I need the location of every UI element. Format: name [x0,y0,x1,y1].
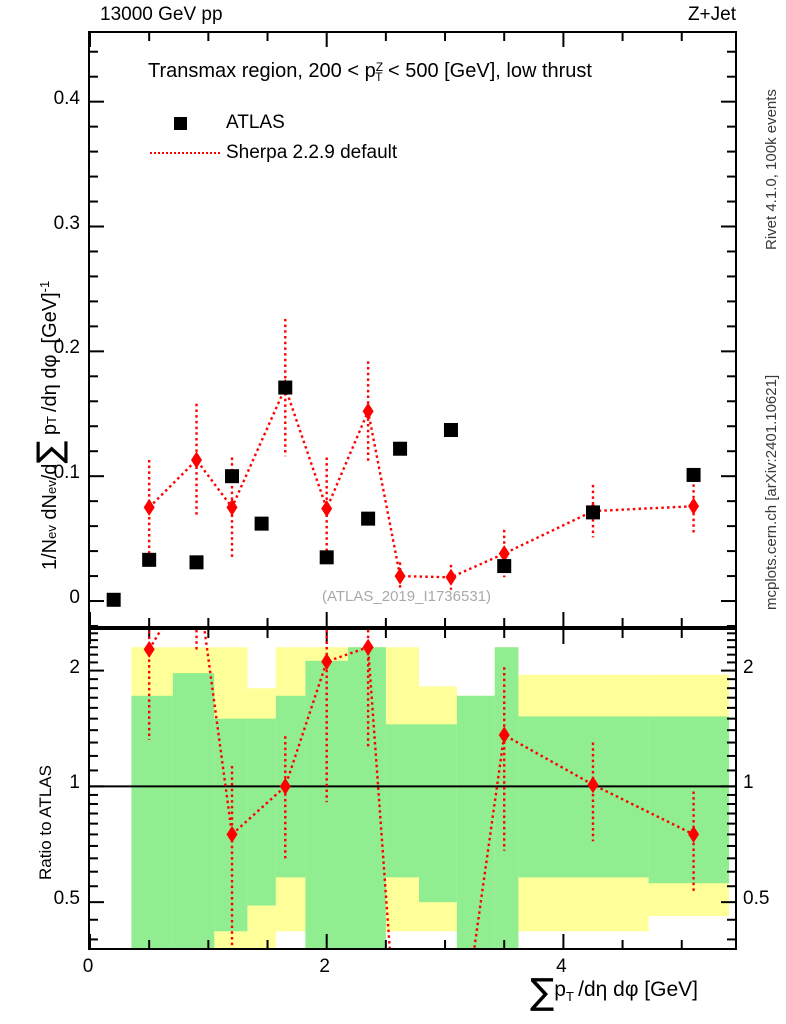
mcplots-source-note: mcplots.cern.ch [arXiv:2401.10621] [763,374,780,610]
atlas-square-marker [319,550,334,565]
mc-diamond-marker [226,498,238,516]
main-plot-canvas [90,33,735,626]
legend-entry-atlas: ATLAS [150,108,397,138]
plot-title: Transmax region, 200 < pZT < 500 [GeV], … [148,60,592,84]
mc-diamond-marker [394,567,406,585]
inner-band-bin [419,724,457,903]
ratio-mc-diamond-marker [362,638,374,656]
ratio-plot-panel [88,628,737,950]
main-y-axis-title: 1/Nev dNev/d∑ pT /dη dφ [GeV]-1 [30,280,70,570]
atlas-square-marker [585,505,600,520]
rivet-version-note: Rivet 4.1.0, 100k events [763,89,780,250]
mc-diamond-marker [321,500,333,518]
mc-diamond-marker [445,568,457,586]
atlas-square-marker [225,469,240,484]
atlas-square-marker [443,422,458,437]
x-axis-title-head: p [554,978,566,1001]
plot-title-subscript: T [375,70,383,84]
ratio-y-tick-label-right: 2 [743,656,754,678]
ratio-axis-ticks [90,630,735,948]
x-tick-label: 4 [556,956,567,977]
ratio-mc-diamond-marker [688,825,700,843]
plot-title-superscript: Z [375,60,384,74]
mc-diamond-marker [143,498,155,516]
ratio-inner-band [131,647,730,948]
ratio-y-tick-label-right: 1 [743,772,754,794]
ratio-mc-series [143,630,700,948]
inner-band-bin [348,647,386,948]
mc-diamond-marker [688,497,700,515]
inner-band-bin [385,724,420,878]
inner-band-bin [305,660,348,948]
main-plot-panel [88,31,737,628]
mc-series [143,318,700,590]
main-y-tick-label: 0 [69,587,80,609]
plot-title-suffix: < 500 [GeV], low thrust [382,60,592,82]
main-y-tick-label: 0.2 [53,337,80,359]
x-tick-label: 0 [82,956,94,977]
atlas-square-marker [142,552,157,567]
legend-square-marker-icon [150,111,220,135]
ratio-y-tick-label-left: 0.5 [53,888,80,910]
inner-band-bin [648,716,730,884]
ratio-y-tick-label-left: 2 [69,656,80,678]
atlas-square-marker [254,516,269,531]
inner-band-bin [456,695,495,948]
analysis-watermark: (ATLAS_2019_I1736531) [322,588,492,605]
x-axis-title-sub: T [565,989,574,1004]
mc-diamond-marker [498,545,510,563]
mc-diamond-marker [191,451,203,469]
legend-entry-sherpa: Sherpa 2.2.9 default [150,138,397,168]
atlas-square-marker [361,511,376,526]
atlas-square-marker [106,592,121,607]
ratio-mc-diamond-marker [321,653,333,671]
atlas-square-marker [189,555,204,570]
x-axis-title-tail: /dη dφ [GeV] [578,978,698,1001]
x-axis-title: ∑pT /dη dφ [GeV] [530,972,698,1013]
ratio-mc-diamond-marker [498,726,510,744]
inner-band-bin [494,647,519,948]
ratio-y-axis-title: Ratio to ATLAS [36,765,55,880]
main-y-tick-label: 0.3 [53,212,80,234]
legend-label-sherpa: Sherpa 2.2.9 default [226,142,398,163]
mc-diamond-marker [362,402,374,420]
inner-band-bin [518,716,649,878]
inner-band-bin [172,673,215,948]
ratio-y-tick-label-right: 0.5 [743,888,770,910]
header-beam-info: 13000 GeV pp [100,4,223,25]
inner-band-bin [131,695,173,948]
ratio-mc-diamond-marker [279,777,291,795]
ratio-mc-diamond-marker [587,776,599,794]
ratio-mc-diamond-marker [226,825,238,843]
main-y-tick-label: 0.1 [53,462,80,484]
inner-band-bin [247,718,276,906]
main-y-tick-label: 0.4 [53,87,80,109]
atlas-series [106,380,701,607]
legend: ATLAS Sherpa 2.2.9 default [150,108,397,168]
legend-diamond-marker-icon [150,141,220,165]
header-process-info: Z+Jet [687,4,736,25]
ratio-y-tick-label-left: 1 [69,772,80,794]
ratio-plot-canvas [90,630,735,948]
atlas-square-marker [497,559,512,574]
main-axis-ticks [90,33,735,626]
plot-title-prefix: Transmax region, 200 < p [148,60,376,82]
x-tick-label: 2 [319,956,330,977]
atlas-square-marker [686,467,701,482]
ratio-mc-diamond-marker [143,640,155,658]
atlas-square-marker [393,441,408,456]
atlas-square-marker [278,380,293,395]
legend-label-atlas: ATLAS [226,112,285,133]
